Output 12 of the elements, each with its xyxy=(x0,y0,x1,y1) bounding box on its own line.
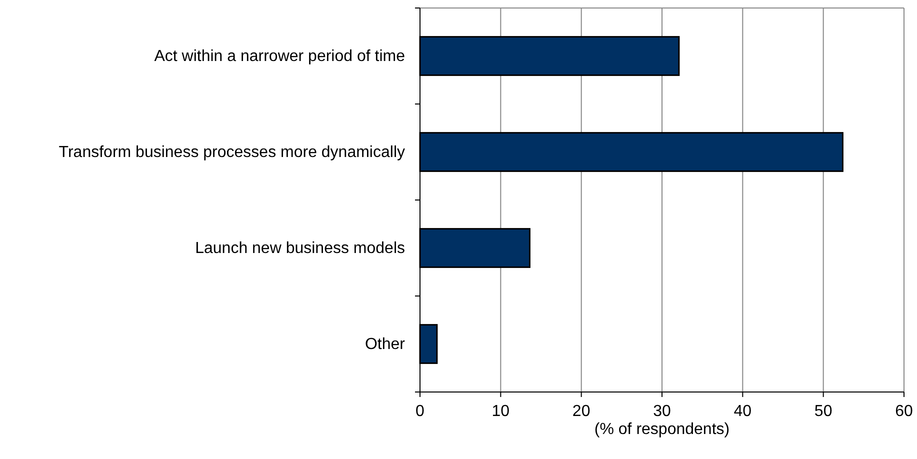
y-tick-label: Launch new business models xyxy=(195,240,405,257)
y-tick-label: Act within a narrower period of time xyxy=(154,48,406,65)
x-tick-label: 60 xyxy=(895,403,913,420)
x-tick-label: 20 xyxy=(572,403,590,420)
x-axis-title: (% of respondents) xyxy=(594,421,730,438)
x-tick-label: 30 xyxy=(653,403,671,420)
y-tick-label: Other xyxy=(364,336,406,353)
x-tick-label: 0 xyxy=(416,403,425,420)
x-tick-label: 40 xyxy=(734,403,752,420)
x-tick-label: 10 xyxy=(492,403,510,420)
x-tick-label: 50 xyxy=(814,403,832,420)
y-tick-label: Transform business processes more dynamically xyxy=(58,144,405,161)
